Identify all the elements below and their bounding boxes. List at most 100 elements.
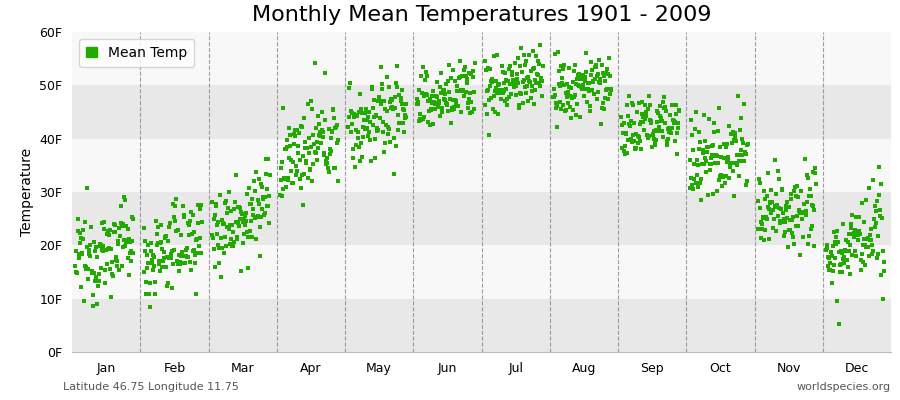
Point bbox=[257, 194, 272, 201]
Point bbox=[121, 255, 135, 261]
Point bbox=[283, 132, 297, 138]
Point bbox=[179, 247, 194, 254]
Point bbox=[187, 260, 202, 266]
Point bbox=[582, 108, 597, 115]
Point bbox=[870, 251, 885, 258]
Point bbox=[184, 266, 198, 273]
Point bbox=[696, 147, 710, 153]
Point bbox=[863, 236, 878, 243]
Point bbox=[207, 264, 221, 270]
Point bbox=[170, 227, 184, 234]
Point bbox=[735, 136, 750, 142]
Point bbox=[524, 95, 538, 102]
Point bbox=[182, 232, 196, 238]
Point bbox=[804, 226, 818, 232]
Point bbox=[249, 236, 264, 242]
Point bbox=[572, 82, 586, 88]
Point bbox=[530, 72, 544, 78]
Point bbox=[290, 126, 304, 133]
Point bbox=[505, 69, 519, 76]
Point bbox=[433, 112, 447, 119]
Point bbox=[253, 252, 267, 259]
Point bbox=[297, 171, 311, 178]
Point bbox=[306, 160, 320, 167]
Point bbox=[231, 204, 246, 210]
Point bbox=[387, 171, 401, 177]
Point bbox=[320, 160, 334, 166]
Point bbox=[489, 78, 503, 84]
Point bbox=[86, 302, 100, 309]
Point bbox=[829, 234, 843, 240]
Point bbox=[726, 137, 741, 143]
Point bbox=[739, 150, 753, 157]
Point bbox=[778, 228, 792, 235]
Point bbox=[724, 130, 738, 137]
Point bbox=[757, 188, 771, 194]
Point bbox=[251, 201, 266, 207]
Point bbox=[222, 241, 237, 247]
Point bbox=[702, 166, 716, 173]
Point bbox=[848, 248, 862, 254]
Point bbox=[398, 115, 412, 121]
Point bbox=[316, 134, 330, 141]
Point bbox=[658, 104, 672, 110]
Point bbox=[859, 242, 873, 248]
Point bbox=[301, 100, 315, 107]
Point bbox=[356, 134, 371, 140]
Point bbox=[228, 198, 242, 205]
Point bbox=[439, 80, 454, 87]
Point bbox=[382, 84, 396, 90]
Point bbox=[778, 203, 793, 209]
Point bbox=[621, 112, 635, 119]
Point bbox=[854, 266, 868, 273]
Point bbox=[400, 101, 414, 107]
Point bbox=[325, 129, 339, 135]
Point bbox=[716, 173, 730, 180]
Point bbox=[719, 158, 733, 165]
Point bbox=[669, 111, 683, 118]
Point bbox=[846, 231, 860, 238]
Point bbox=[855, 200, 869, 206]
Point bbox=[779, 215, 794, 221]
Point bbox=[565, 79, 580, 85]
Point bbox=[769, 191, 783, 197]
Point bbox=[73, 240, 87, 246]
Point bbox=[874, 181, 888, 188]
Point bbox=[566, 94, 580, 100]
Point bbox=[416, 64, 430, 71]
Point bbox=[663, 130, 678, 136]
Point bbox=[516, 78, 530, 85]
Point bbox=[261, 156, 275, 162]
Point bbox=[458, 72, 473, 79]
Point bbox=[437, 91, 452, 97]
Point bbox=[576, 82, 590, 89]
Point bbox=[526, 65, 541, 71]
Point bbox=[667, 118, 681, 124]
Point bbox=[649, 126, 663, 133]
Point bbox=[160, 283, 175, 290]
Point bbox=[320, 160, 334, 167]
Point bbox=[669, 102, 683, 108]
Point bbox=[600, 66, 615, 72]
Point bbox=[98, 280, 112, 286]
Point bbox=[738, 148, 752, 155]
Point bbox=[186, 248, 201, 254]
Point bbox=[428, 106, 442, 112]
Point bbox=[801, 241, 815, 248]
Point bbox=[866, 177, 880, 184]
Point bbox=[526, 66, 540, 72]
Point bbox=[167, 218, 182, 224]
Point bbox=[584, 72, 598, 78]
Point bbox=[367, 155, 382, 162]
Point bbox=[145, 257, 159, 264]
Point bbox=[665, 125, 680, 132]
Point bbox=[479, 67, 493, 74]
Point bbox=[654, 118, 669, 124]
Point bbox=[379, 122, 393, 128]
Point bbox=[459, 80, 473, 87]
Point bbox=[240, 234, 255, 240]
Point bbox=[838, 248, 852, 254]
Point bbox=[359, 106, 374, 112]
Point bbox=[691, 184, 706, 190]
Point bbox=[737, 158, 751, 164]
